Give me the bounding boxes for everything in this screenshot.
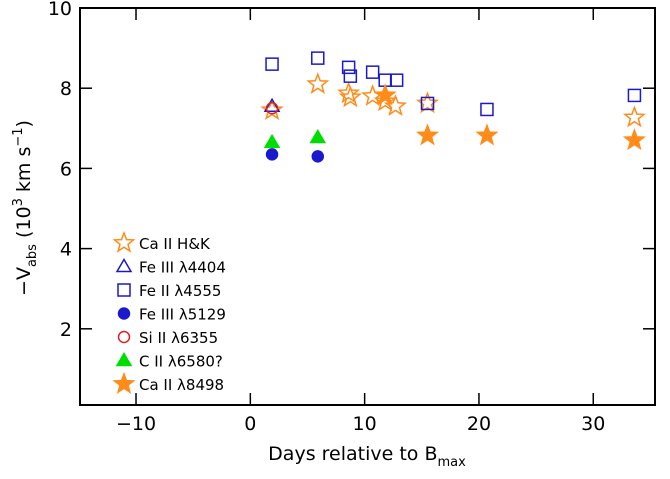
legend-marker <box>117 330 131 344</box>
legend-label: Ca II λ8498 <box>139 376 224 394</box>
star-marker <box>415 123 440 146</box>
y-tick-label: 2 <box>60 319 72 341</box>
legend-label: Ca II H&K <box>139 235 211 253</box>
y-label-main: −V <box>13 267 35 296</box>
legend-marker <box>112 230 136 253</box>
square-marker <box>343 69 358 83</box>
star-marker <box>415 91 440 114</box>
square-marker <box>420 96 435 111</box>
square-marker <box>265 57 279 71</box>
y-label-end: ) <box>13 120 35 127</box>
y-label-rest: km s <box>13 147 35 199</box>
x-tick-label: 0 <box>244 413 256 435</box>
x-tick-label: 20 <box>467 413 491 435</box>
y-label-mid: (10 <box>13 206 35 244</box>
square-marker <box>341 60 356 75</box>
star-marker <box>622 105 646 128</box>
y-tick-label: 8 <box>60 78 72 100</box>
x-tick-label: −10 <box>116 413 156 435</box>
square-marker <box>627 88 642 103</box>
circle-marker <box>265 102 279 115</box>
legend-marker <box>117 307 131 320</box>
star-marker <box>383 94 408 117</box>
x-label-main: Days relative to B <box>268 443 437 465</box>
legend-label: C II λ6580? <box>139 353 223 371</box>
legend-label: Fe II λ4555 <box>139 282 221 300</box>
star-marker <box>373 83 397 106</box>
x-tick-label: 10 <box>353 413 377 435</box>
triangle-marker <box>263 97 281 112</box>
triangle-marker <box>263 133 281 149</box>
star-marker <box>337 81 361 104</box>
legend-label: Fe III λ5129 <box>139 306 226 324</box>
square-marker <box>365 65 380 79</box>
x-axis-label: Days relative to Bmax <box>268 443 466 470</box>
legend-marker <box>115 258 133 273</box>
square-marker <box>480 102 494 117</box>
star-marker <box>622 128 646 151</box>
y-axis-label: −Vabs (103 km s−1) <box>11 120 40 296</box>
circle-marker <box>265 148 279 161</box>
x-label-sub: max <box>437 455 466 470</box>
legend-marker <box>112 371 136 394</box>
star-marker <box>373 89 397 112</box>
star-marker <box>306 72 330 95</box>
star-marker <box>475 123 499 146</box>
y-label-sup2: −1 <box>11 127 26 146</box>
star-marker <box>338 85 362 108</box>
legend-label: Si II λ6355 <box>139 329 218 347</box>
y-tick-label: 4 <box>60 239 72 261</box>
plot-frame <box>79 7 656 406</box>
legend-label: Fe III λ4404 <box>139 259 226 277</box>
y-tick-label: 6 <box>60 158 72 180</box>
square-marker <box>311 51 325 65</box>
y-tick-label: 10 <box>48 0 72 20</box>
y-label-sup: 3 <box>11 198 26 206</box>
square-marker <box>389 73 404 87</box>
legend-marker <box>117 283 131 297</box>
x-tick-label: 30 <box>581 413 605 435</box>
triangle-marker <box>309 129 327 144</box>
circle-marker <box>311 150 325 163</box>
legend-marker <box>115 352 133 367</box>
y-label-sub: abs <box>25 244 40 267</box>
